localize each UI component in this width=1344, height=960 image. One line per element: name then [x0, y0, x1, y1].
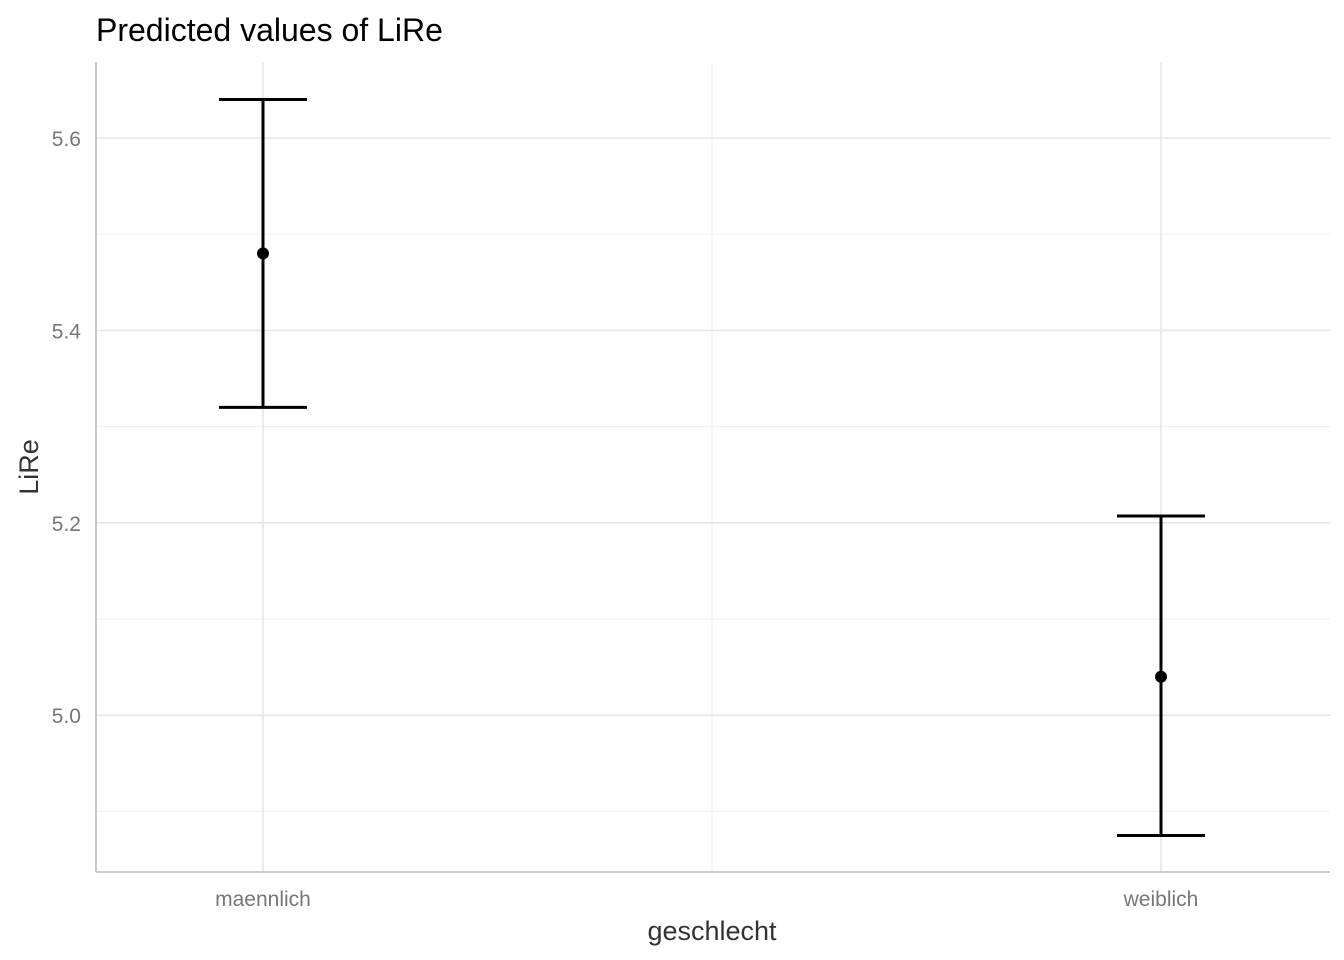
y-tick-label: 5.2: [52, 513, 81, 536]
x-tick-label: weiblich: [1123, 888, 1199, 911]
x-tick-labels: maennlich weiblich: [215, 888, 1198, 911]
chart-title: Predicted values of LiRe: [96, 12, 443, 48]
axes: [95, 62, 1330, 873]
error-bars: [219, 98, 1205, 837]
data-point: [1155, 670, 1167, 683]
x-axis-title: geschlecht: [647, 916, 777, 946]
y-axis-title: LiRe: [14, 439, 44, 495]
grid: [96, 62, 1330, 872]
y-tick-label: 5.6: [52, 128, 81, 151]
y-tick-label: 5.4: [52, 320, 82, 343]
x-tick-label: maennlich: [215, 888, 311, 911]
data-point: [257, 247, 269, 260]
y-tick-label: 5.0: [52, 705, 81, 728]
y-tick-labels: 5.0 5.2 5.4 5.6: [52, 128, 82, 728]
